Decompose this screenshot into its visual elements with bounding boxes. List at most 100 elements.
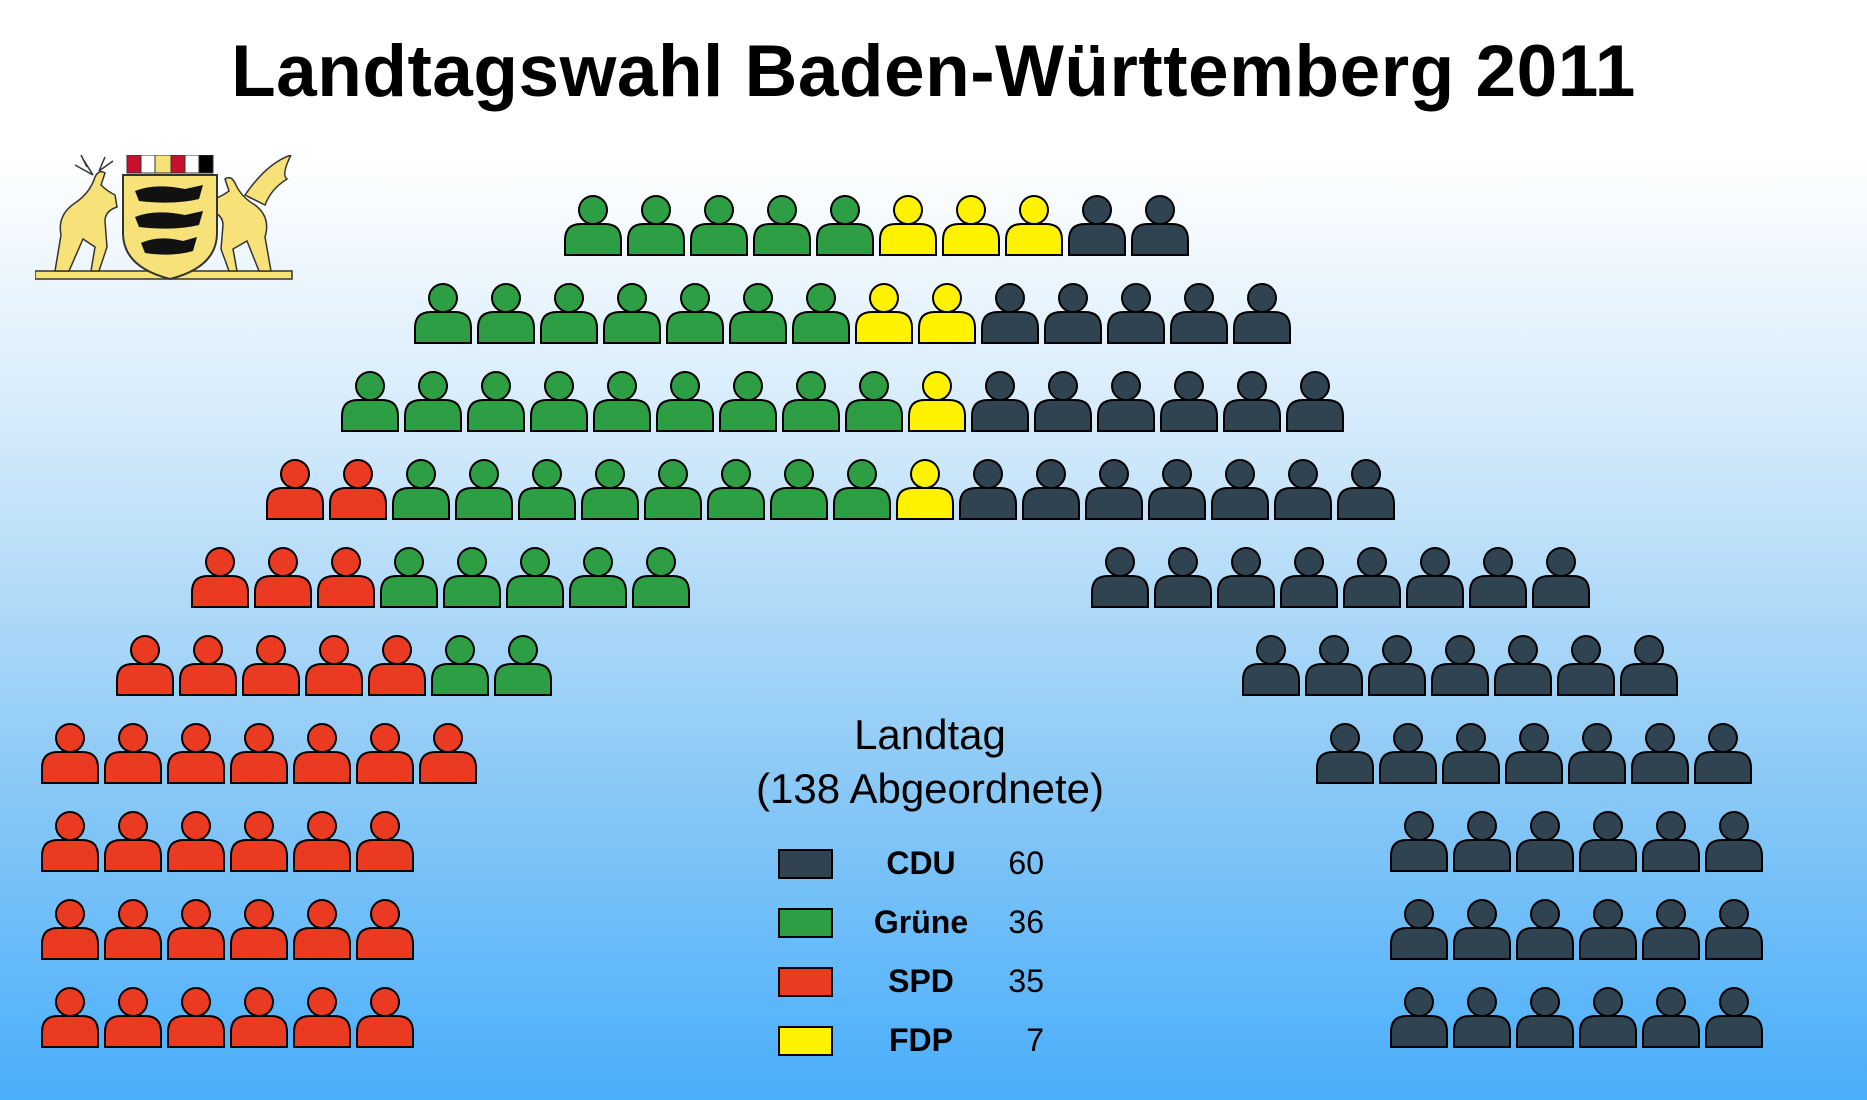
seat-cdu: [1390, 811, 1448, 872]
seat-cdu: [1390, 987, 1448, 1048]
seat-gruene: [656, 371, 714, 432]
seat-gruene: [707, 459, 765, 520]
legend-swatch-cdu: [778, 849, 833, 879]
seat-fdp: [908, 371, 966, 432]
seat-cdu: [1223, 371, 1281, 432]
seat-spd: [41, 987, 99, 1048]
seat-gruene: [792, 283, 850, 344]
chamber-total: (138 Abgeordnete): [756, 765, 1104, 812]
seat-cdu: [1305, 635, 1363, 696]
seat-spd: [329, 459, 387, 520]
seat-gruene: [719, 371, 777, 432]
seat-cdu: [1532, 547, 1590, 608]
seat-spd: [356, 723, 414, 784]
seat-cdu: [1211, 459, 1269, 520]
seat-cdu: [1154, 547, 1212, 608]
seat-cdu: [1642, 899, 1700, 960]
seat-cdu: [1170, 283, 1228, 344]
seat-cdu: [1131, 195, 1189, 256]
seat-fdp: [942, 195, 1000, 256]
seat-spd: [356, 987, 414, 1048]
seat-gruene: [341, 371, 399, 432]
seat-cdu: [1505, 723, 1563, 784]
seat-gruene: [816, 195, 874, 256]
seat-cdu: [1148, 459, 1206, 520]
seat-gruene: [729, 283, 787, 344]
seat-spd: [179, 635, 237, 696]
seat-cdu: [1620, 635, 1678, 696]
seat-cdu: [1453, 899, 1511, 960]
seat-spd: [41, 811, 99, 872]
seat-spd: [242, 635, 300, 696]
parliament-label: Landtag (138 Abgeordnete): [650, 708, 1210, 816]
seat-cdu: [1217, 547, 1275, 608]
seat-gruene: [404, 371, 462, 432]
seat-gruene: [593, 371, 651, 432]
seat-spd: [104, 987, 162, 1048]
seat-cdu: [1085, 459, 1143, 520]
seat-cdu: [1568, 723, 1626, 784]
seat-gruene: [506, 547, 564, 608]
seat-spd: [167, 723, 225, 784]
legend-swatch-spd: [778, 967, 833, 997]
seat-cdu: [1631, 723, 1689, 784]
seat-gruene: [690, 195, 748, 256]
page-title: Landtagswahl Baden-Württemberg 2011: [231, 31, 1636, 112]
seat-fdp: [1005, 195, 1063, 256]
seat-gruene: [627, 195, 685, 256]
seat-spd: [254, 547, 312, 608]
seat-fdp: [918, 283, 976, 344]
seat-cdu: [1160, 371, 1218, 432]
seat-cdu: [1097, 371, 1155, 432]
seat-gruene: [530, 371, 588, 432]
seat-gruene: [392, 459, 450, 520]
seat-cdu: [1286, 371, 1344, 432]
coat-of-arms-icon: [34, 153, 295, 290]
seat-gruene: [782, 371, 840, 432]
seat-cdu: [1705, 811, 1763, 872]
seat-cdu: [1379, 723, 1437, 784]
seat-spd: [230, 723, 288, 784]
legend-count-spd: 35: [1008, 963, 1044, 999]
seat-cdu: [1316, 723, 1374, 784]
seat-cdu: [1406, 547, 1464, 608]
seat-gruene: [431, 635, 489, 696]
seat-cdu: [1442, 723, 1500, 784]
legend-count-cdu: 60: [1008, 845, 1044, 881]
seat-cdu: [1516, 987, 1574, 1048]
seat-cdu: [1107, 283, 1165, 344]
seat-spd: [167, 899, 225, 960]
seat-cdu: [1453, 811, 1511, 872]
seat-gruene: [467, 371, 525, 432]
seat-spd: [368, 635, 426, 696]
seat-cdu: [1494, 635, 1552, 696]
legend-label-fdp: FDP: [889, 1022, 953, 1058]
chamber-name: Landtag: [854, 711, 1006, 758]
seat-spd: [230, 987, 288, 1048]
seat-cdu: [1469, 547, 1527, 608]
seat-fdp: [896, 459, 954, 520]
seat-cdu: [1579, 811, 1637, 872]
seat-gruene: [477, 283, 535, 344]
seat-cdu: [959, 459, 1017, 520]
seat-gruene: [833, 459, 891, 520]
seat-cdu: [1068, 195, 1126, 256]
seat-gruene: [518, 459, 576, 520]
seat-gruene: [770, 459, 828, 520]
seat-cdu: [1280, 547, 1338, 608]
seat-gruene: [581, 459, 639, 520]
seat-cdu: [1642, 811, 1700, 872]
seat-cdu: [1694, 723, 1752, 784]
seat-spd: [266, 459, 324, 520]
seat-spd: [116, 635, 174, 696]
legend-label-spd: SPD: [888, 963, 954, 999]
seat-gruene: [494, 635, 552, 696]
seat-cdu: [1091, 547, 1149, 608]
seat-gruene: [569, 547, 627, 608]
seat-fdp: [879, 195, 937, 256]
seat-gruene: [380, 547, 438, 608]
seat-gruene: [644, 459, 702, 520]
seat-cdu: [1034, 371, 1092, 432]
legend-swatch-fdp: [778, 1026, 833, 1056]
